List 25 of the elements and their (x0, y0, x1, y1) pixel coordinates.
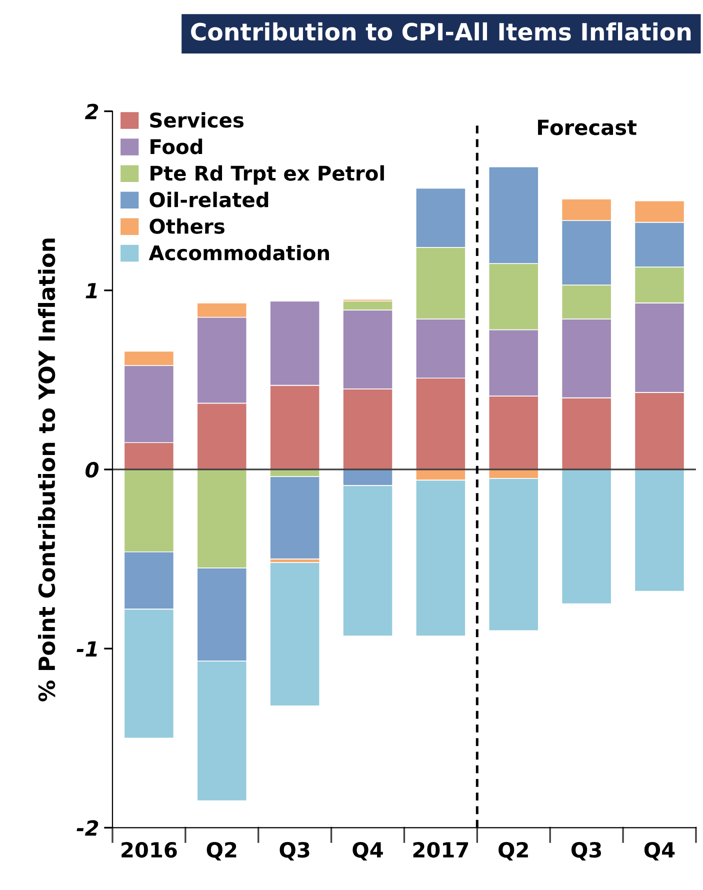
chart-title: Contribution to CPI-All Items Inflation (191, 22, 691, 41)
y-axis-title: % Point Contribution to YOY Inflation (38, 238, 56, 702)
x-tick-label: Q3 (572, 842, 602, 860)
legend-label: Oil-related (150, 192, 268, 208)
bar (270, 562, 320, 706)
annotation: Forecast (538, 120, 637, 136)
legend-label: Others (150, 218, 224, 234)
x-tick-label: Q4 (644, 842, 675, 860)
bar (634, 469, 685, 592)
x-tick-label: Q3 (280, 842, 310, 860)
x-tick-label: Q2 (498, 842, 528, 860)
legend-label: Food (150, 138, 202, 154)
y-tick-label: 1 (86, 283, 97, 298)
legend-label: Accommodation (148, 244, 329, 260)
y-tick-label: -1 (76, 641, 97, 657)
legend-label: Pte Rd Trpt ex Petrol (150, 165, 384, 185)
x-tick-label: 2017 (413, 842, 468, 858)
y-tick-label: -2 (76, 820, 98, 836)
x-tick-label: Q4 (352, 842, 383, 860)
y-tick-label: 2 (84, 104, 98, 120)
x-tick-label: Q2 (206, 842, 236, 860)
bar (561, 469, 612, 604)
legend-label: Services (150, 112, 244, 128)
y-tick-label: 0 (86, 462, 99, 478)
x-tick-label: 2016 (122, 842, 177, 858)
